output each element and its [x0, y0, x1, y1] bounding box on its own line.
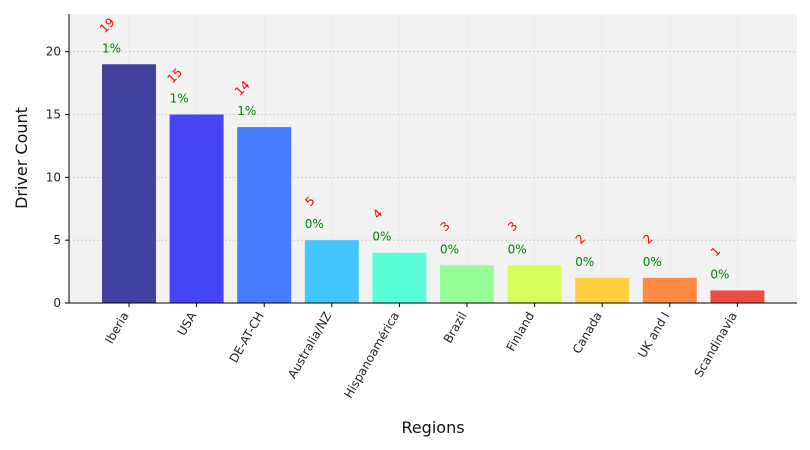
x-axis-title: Regions [401, 418, 464, 437]
x-axis-ticks: Iberia USA DE-AT-CH Australia/NZ Hispanoamér… [102, 303, 740, 401]
bar [169, 114, 224, 304]
percent-label: 1% [102, 41, 121, 55]
x-tick-label: Iberia [102, 310, 131, 347]
y-tick-label: 10 [46, 170, 61, 184]
y-tick-label: 20 [46, 45, 61, 59]
bar [575, 277, 630, 303]
bar [372, 252, 427, 303]
bar [642, 277, 697, 303]
x-tick-label: UK and I [635, 310, 672, 361]
x-tick-label: Hispanoamérica [341, 310, 402, 401]
percent-label: 0% [372, 230, 391, 244]
x-tick-label: USA [175, 309, 200, 338]
percent-label: 0% [575, 255, 594, 269]
bar [304, 240, 359, 303]
x-tick-label: Canada [570, 310, 605, 357]
bar [507, 265, 562, 303]
percent-label: 0% [508, 242, 527, 256]
percent-label: 0% [440, 242, 459, 256]
y-axis-ticks: 0 5 10 15 20 [46, 45, 69, 310]
bar [440, 265, 494, 303]
bar [237, 127, 292, 303]
bar [710, 290, 765, 303]
x-tick-label: Brazil [441, 310, 470, 346]
percent-label: 0% [643, 255, 662, 269]
x-tick-label: Australia/NZ [285, 310, 334, 381]
y-tick-label: 5 [53, 233, 61, 247]
bar [102, 64, 156, 304]
bars [102, 64, 765, 304]
x-tick-label: Scandinavia [691, 310, 740, 380]
y-tick-label: 15 [46, 108, 61, 122]
axes [68, 14, 797, 304]
y-tick-label: 0 [53, 296, 61, 310]
percent-label: 0% [710, 267, 729, 281]
x-tick-label: DE-AT-CH [227, 310, 267, 366]
x-tick-label: Finland [504, 310, 538, 354]
y-axis-title: Driver Count [12, 107, 31, 209]
percent-label: 1% [170, 92, 189, 106]
percent-label: 0% [305, 217, 324, 231]
percent-label: 1% [237, 104, 256, 118]
